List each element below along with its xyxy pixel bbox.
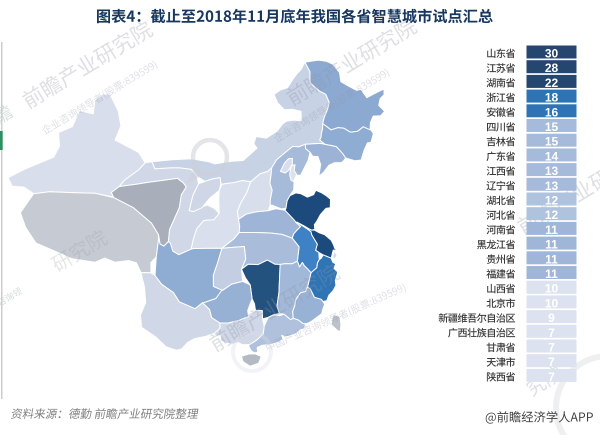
svg-text:28: 28: [545, 61, 559, 75]
svg-text:11: 11: [545, 223, 558, 237]
svg-text:7: 7: [548, 355, 555, 369]
svg-text:13: 13: [545, 164, 559, 178]
svg-text:12: 12: [545, 194, 559, 208]
svg-text:16: 16: [545, 105, 559, 119]
svg-text:10: 10: [545, 282, 559, 296]
svg-text:11: 11: [545, 267, 558, 281]
svg-text:13: 13: [545, 179, 559, 193]
svg-text:7: 7: [548, 370, 555, 384]
svg-text:15: 15: [545, 120, 559, 134]
svg-text:9: 9: [548, 311, 555, 325]
svg-text:7: 7: [548, 326, 555, 340]
svg-text:11: 11: [545, 238, 558, 252]
svg-text:30: 30: [545, 47, 559, 61]
svg-text:14: 14: [545, 149, 559, 163]
svg-text:22: 22: [545, 76, 559, 90]
svg-text:7: 7: [548, 341, 555, 355]
svg-text:10: 10: [545, 296, 559, 310]
svg-text:15: 15: [545, 135, 559, 149]
svg-text:12: 12: [545, 208, 559, 222]
svg-text:11: 11: [545, 252, 558, 266]
svg-text:18: 18: [545, 91, 559, 105]
